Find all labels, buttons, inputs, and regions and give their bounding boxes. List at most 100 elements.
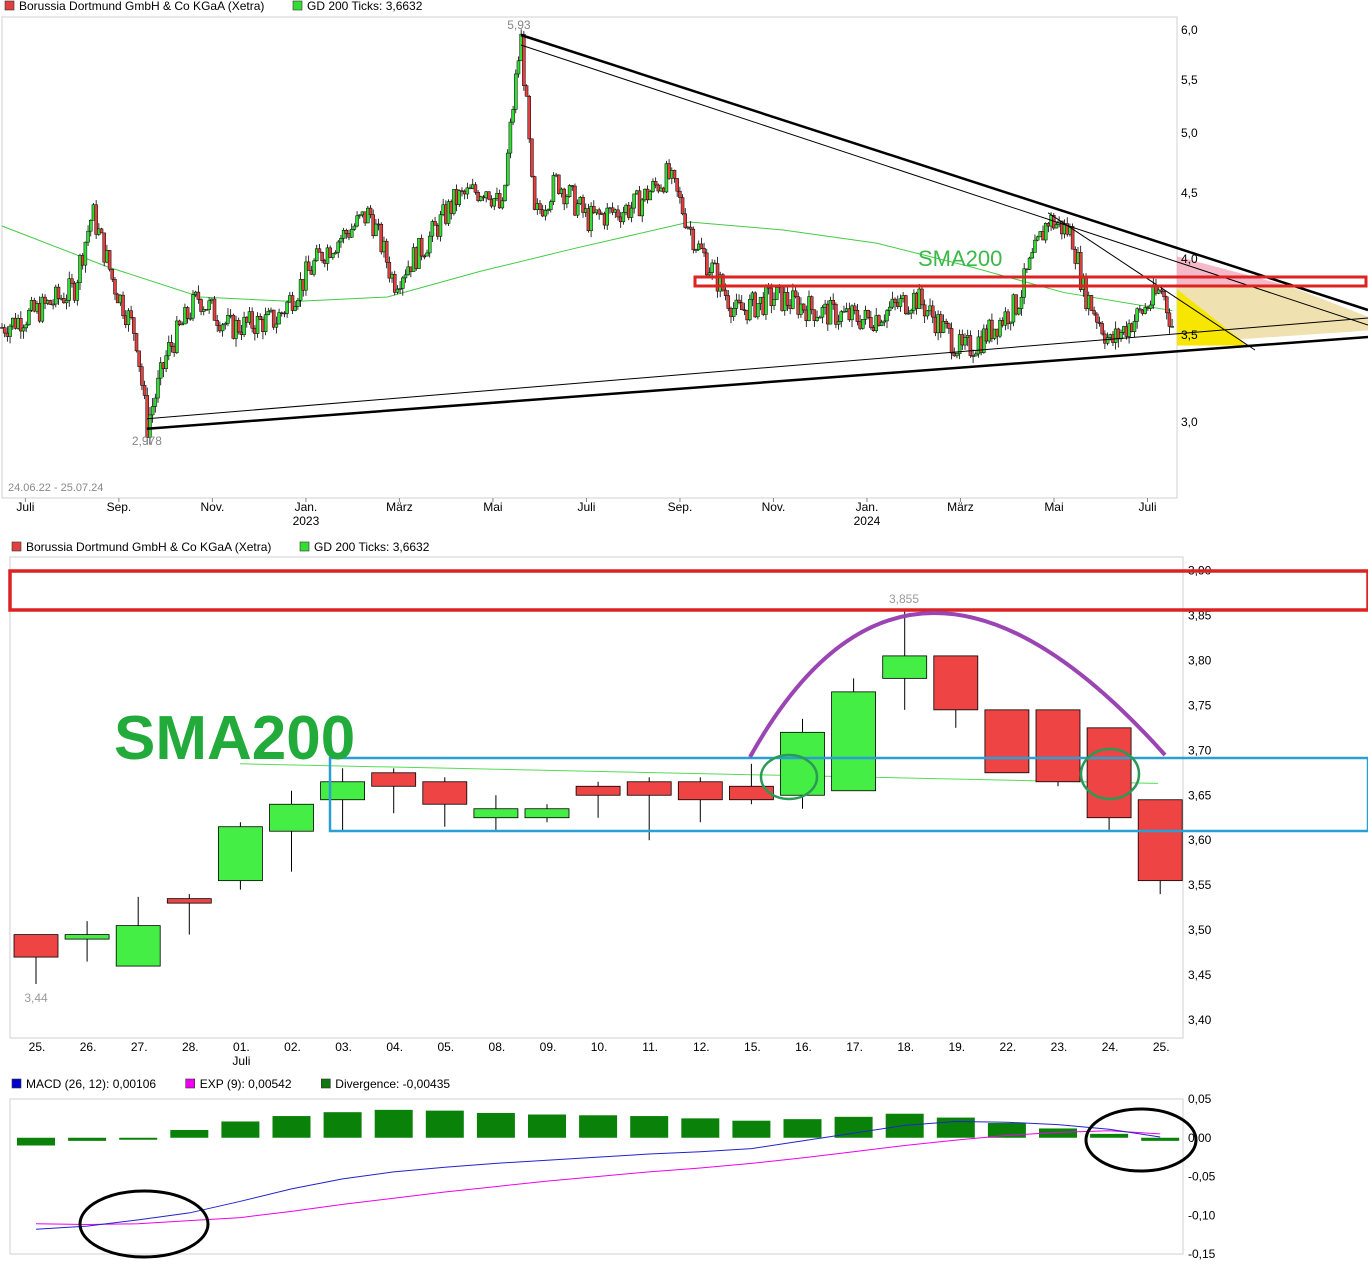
overview-candle — [567, 185, 572, 197]
candle-body — [933, 655, 979, 711]
resistance-zone — [693, 275, 1368, 288]
legend-label: GD 200 Ticks: 3,6632 — [314, 540, 430, 554]
overview-candle — [503, 184, 507, 202]
divergence-bar — [17, 1137, 55, 1146]
y-tick-label: 3,85 — [1188, 608, 1212, 622]
overview-candle — [153, 397, 158, 407]
overview-candle — [906, 312, 911, 315]
divergence-bar — [783, 1119, 822, 1138]
overview-candle — [306, 261, 311, 271]
x-tick-label: 22. — [1000, 1040, 1017, 1054]
overview-candle — [107, 250, 112, 270]
candle-body — [115, 925, 161, 967]
y-tick-label: -0,15 — [1188, 1247, 1216, 1261]
overview-candle — [516, 60, 521, 75]
candle-body — [166, 898, 212, 904]
x-tick-year: 2023 — [293, 514, 320, 528]
overview-candle — [266, 310, 271, 315]
y-tick-label: 3,70 — [1188, 743, 1212, 757]
overview-candle — [1100, 323, 1104, 335]
overview-candle — [748, 299, 752, 321]
overview-candle — [263, 314, 268, 333]
overview-candle — [1030, 252, 1035, 259]
low-label: 2,978 — [132, 434, 162, 448]
x-tick-label: 12. — [693, 1040, 710, 1054]
panel3-legend: MACD (26, 12): 0,00106 EXP (9): 0,00542 Di… — [11, 1077, 450, 1091]
divergence-bar — [834, 1116, 873, 1138]
overview-candle — [890, 298, 895, 308]
legend-swatch — [185, 1078, 195, 1089]
upper-trendline — [520, 33, 1368, 312]
overview-candle — [785, 292, 790, 306]
divergence-bar — [528, 1114, 566, 1138]
overview-candle — [707, 272, 712, 276]
legend-swatch — [299, 541, 310, 552]
overview-candle — [158, 362, 163, 379]
overview-candle — [293, 306, 297, 311]
x-tick-label: 09. — [540, 1040, 557, 1054]
divergence-bar — [476, 1112, 515, 1138]
overview-candle — [1167, 312, 1172, 327]
overview-candle — [944, 321, 948, 324]
overview-candle — [731, 308, 736, 317]
divergence-bar — [1141, 1137, 1180, 1141]
overview-candle — [1089, 295, 1094, 311]
x-tick-label: März — [386, 500, 413, 514]
lower-trendline-thin — [146, 317, 1368, 420]
y-tick-label: 0,00 — [1188, 1131, 1212, 1145]
candle-body — [217, 826, 263, 882]
overview-candle — [175, 320, 179, 354]
y-tick-label: 4,5 — [1181, 186, 1198, 200]
overview-candle — [893, 298, 897, 304]
overview-candle — [150, 406, 155, 416]
overview-candle — [546, 209, 550, 211]
arc-annotation — [748, 611, 1167, 758]
y-tick-label: 4,0 — [1181, 252, 1198, 266]
legend-label: MACD (26, 12): 0,00106 — [26, 1077, 156, 1091]
overview-candle — [304, 261, 308, 291]
overview-candle — [113, 279, 117, 295]
x-tick-label: Sep. — [668, 500, 693, 514]
overview-candle — [479, 196, 483, 201]
overview-candle — [215, 320, 219, 326]
x-tick-label: 04. — [386, 1040, 403, 1054]
overview-candle — [277, 312, 281, 325]
overview-candle — [236, 320, 241, 333]
panel2-frame — [9, 556, 1184, 1039]
overview-candle — [395, 288, 400, 293]
overview-candle — [882, 320, 887, 323]
y-tick-label: 5,5 — [1181, 73, 1198, 87]
overview-candle — [379, 223, 384, 253]
y-tick-label: 3,75 — [1188, 698, 1212, 712]
y-tick-label: 3,5 — [1181, 328, 1198, 342]
overview-candle — [1165, 296, 1169, 314]
overview-candle — [148, 414, 152, 438]
legend-swatch — [4, 0, 15, 11]
overview-candle — [317, 248, 322, 253]
overview-candle — [820, 307, 825, 318]
overview-candle — [8, 325, 12, 337]
overview-candle — [1078, 252, 1083, 290]
overview-candle — [1143, 307, 1147, 314]
x-tick-label: 26. — [80, 1040, 97, 1054]
overview-candle — [1070, 226, 1075, 250]
overview-candle — [828, 300, 833, 325]
overview-candle — [557, 174, 561, 194]
divergence-bar — [681, 1118, 720, 1138]
overview-candle — [573, 185, 577, 216]
overview-candle — [355, 215, 359, 227]
overview-candle — [532, 176, 537, 210]
overview-candle — [815, 317, 819, 321]
overview-candle — [349, 229, 354, 238]
overview-candle — [314, 248, 319, 262]
overview-candle — [185, 307, 190, 319]
overview-candle — [94, 204, 98, 235]
candle-body — [831, 691, 876, 792]
overview-candle — [129, 310, 133, 318]
overview-candle — [812, 309, 817, 321]
panel2-plot: 3,40 3,45 3,50 3,55 3,60 3,65 3,70 3,75 3,80 3,85… — [8, 563, 1368, 1068]
overview-candle — [473, 184, 478, 193]
steep-trendline — [1047, 212, 1256, 351]
overview-candle — [1035, 236, 1040, 241]
overview-candle — [438, 214, 443, 237]
